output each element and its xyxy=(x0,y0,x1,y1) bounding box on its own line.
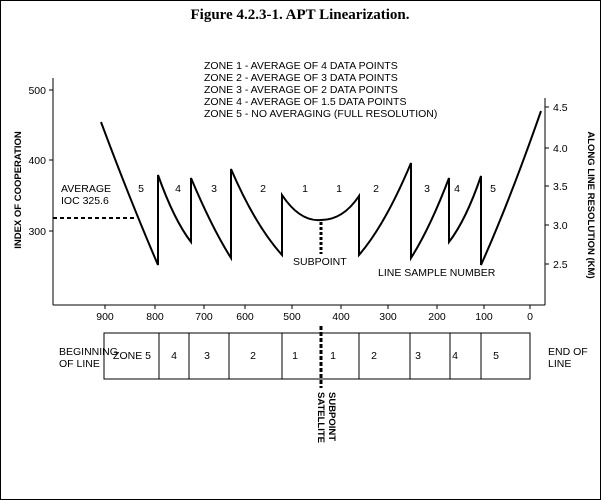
average-label: AVERAGE xyxy=(61,183,111,195)
bottom-tick-label: 800 xyxy=(146,311,164,323)
bar-zone-label: 1 xyxy=(292,350,298,362)
bar-zone-label: 1 xyxy=(330,350,336,362)
legend-zone-4: ZONE 4 - AVERAGE OF 1.5 DATA POINTS xyxy=(204,96,406,108)
bottom-axis-ticks: 900 800 700 600 500 400 300 200 100 0 xyxy=(96,305,533,323)
bottom-tick-label: 200 xyxy=(428,311,446,323)
end-of-line-label-2: LINE xyxy=(548,358,571,370)
zone-bar: ZONE 5 4 3 2 1 1 2 3 4 5 xyxy=(103,326,531,388)
bar-zone-label: ZONE 5 xyxy=(113,350,151,362)
bar-zone-label: 4 xyxy=(171,350,177,362)
left-axis-ticks: 500 400 300 xyxy=(28,85,53,238)
resolution-curve xyxy=(100,110,542,266)
curve-zone-number: 4 xyxy=(454,183,460,195)
satellite-subpoint-label: SUBPOINT xyxy=(326,392,337,441)
right-tick-label: 3.5 xyxy=(553,181,568,193)
curve-zone-number: 4 xyxy=(175,183,181,195)
bottom-tick-label: 500 xyxy=(283,311,301,323)
curve-zone-number: 2 xyxy=(260,183,266,195)
line-sample-number-label: LINE SAMPLE NUMBER xyxy=(378,267,496,279)
satellite-label: SATELLITE xyxy=(315,392,326,443)
curve-zone-number: 3 xyxy=(424,183,430,195)
left-tick-label: 400 xyxy=(28,155,46,167)
bar-zone-label: 3 xyxy=(204,350,210,362)
right-tick-label: 3.0 xyxy=(553,220,568,232)
beginning-of-line-label: BEGINNING xyxy=(59,346,118,358)
bottom-tick-label: 0 xyxy=(527,311,533,323)
right-tick-label: 4.5 xyxy=(553,102,568,114)
left-axis-label: INDEX OF COOPERATION xyxy=(13,131,24,249)
bottom-tick-label: 600 xyxy=(236,311,254,323)
bar-zone-label: 4 xyxy=(452,350,458,362)
zone-bar-outline xyxy=(103,332,531,380)
end-of-line-label: END OF xyxy=(548,346,588,358)
curve-zone-number: 3 xyxy=(211,183,217,195)
curve-zone-number: 1 xyxy=(336,183,342,195)
right-axis-label: ALONG LINE RESOLUTION (KM) xyxy=(585,131,596,278)
curve-zone-number: 2 xyxy=(373,183,379,195)
beginning-of-line-label-2: OF LINE xyxy=(59,358,100,370)
subpoint-label: SUBPOINT xyxy=(293,256,347,268)
zone-legend: ZONE 1 - AVERAGE OF 4 DATA POINTS ZONE 2… xyxy=(204,60,437,120)
bottom-tick-label: 300 xyxy=(379,311,397,323)
curve-zone-number: 5 xyxy=(138,183,144,195)
bar-zone-label: 2 xyxy=(250,350,256,362)
bottom-tick-label: 700 xyxy=(195,311,213,323)
curve-zone-numbers: 5 4 3 2 1 1 2 3 4 5 xyxy=(138,183,496,195)
bottom-tick-label: 100 xyxy=(475,311,493,323)
curve-zone-number: 5 xyxy=(490,183,496,195)
right-axis-ticks: 4.5 4.0 3.5 3.0 2.5 xyxy=(545,102,568,271)
legend-zone-1: ZONE 1 - AVERAGE OF 4 DATA POINTS xyxy=(204,60,398,72)
bar-zone-label: 3 xyxy=(415,350,421,362)
curve-zone-number: 1 xyxy=(302,183,308,195)
legend-zone-2: ZONE 2 - AVERAGE OF 3 DATA POINTS xyxy=(204,72,398,84)
legend-zone-5: ZONE 5 - NO AVERAGING (FULL RESOLUTION) xyxy=(204,108,437,120)
legend-zone-3: ZONE 3 - AVERAGE OF 2 DATA POINTS xyxy=(204,84,398,96)
left-tick-label: 300 xyxy=(28,226,46,238)
bottom-tick-label: 400 xyxy=(332,311,350,323)
average-ioc-value: IOC 325.6 xyxy=(61,195,109,207)
figure-title: Figure 4.2.3-1. APT Linearization. xyxy=(190,7,409,23)
bottom-tick-label: 900 xyxy=(96,311,114,323)
right-tick-label: 2.5 xyxy=(553,259,568,271)
left-tick-label: 500 xyxy=(28,85,46,97)
bar-zone-label: 2 xyxy=(371,350,377,362)
bar-zone-label: 5 xyxy=(493,350,499,362)
right-tick-label: 4.0 xyxy=(553,143,568,155)
